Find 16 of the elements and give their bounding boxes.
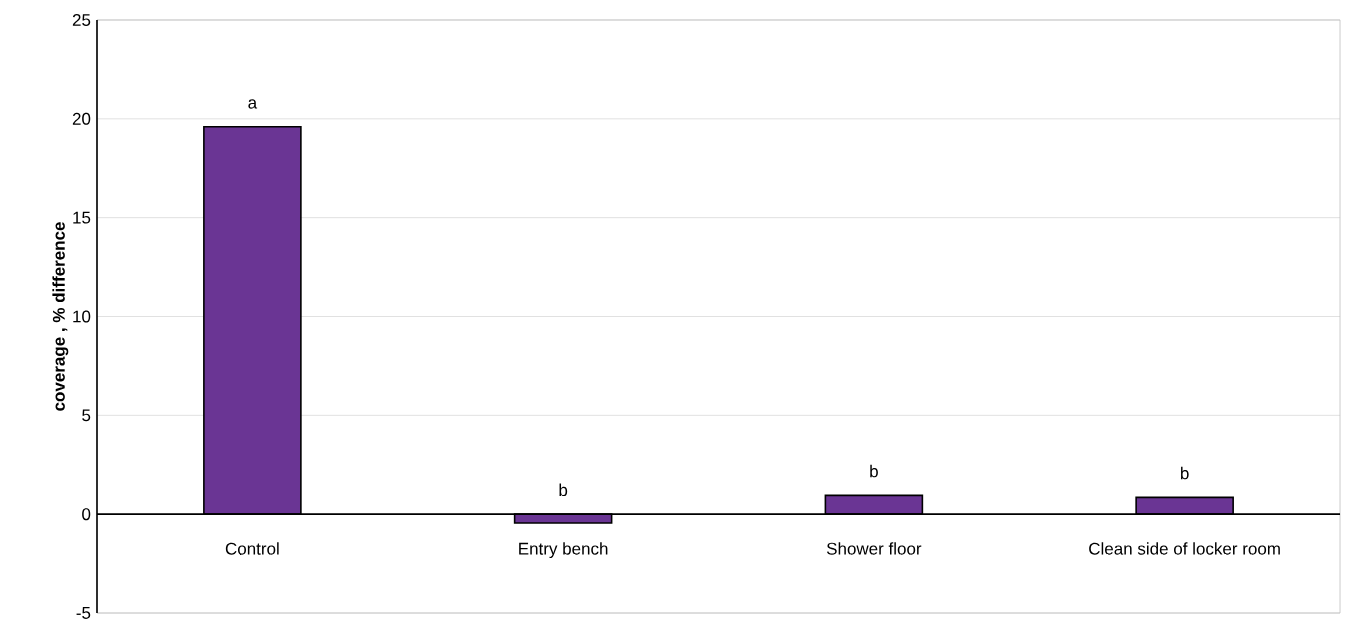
x-tick-label: Control [225, 542, 279, 555]
y-tick-label: 5 [82, 409, 91, 422]
x-tick-label: Entry bench [519, 542, 608, 559]
x-tick-label: Clean side of locker room [1089, 542, 1280, 555]
annotation: b [559, 483, 568, 497]
annotation: a [248, 99, 258, 109]
y-tick-label: 10 [73, 310, 91, 323]
y-axis-title: coverage , % difference [52, 222, 69, 411]
y-tick-label: 0 [82, 508, 91, 521]
y-tick-label: -5 [76, 607, 91, 619]
y-tick-label: 25 [72, 13, 91, 26]
y-tick-label: 20 [72, 112, 91, 125]
x-tick-label: Shower floor [826, 542, 922, 555]
annotation: b [1181, 466, 1189, 480]
y-tick-label: 15 [73, 211, 91, 224]
annotation: b [870, 464, 878, 478]
